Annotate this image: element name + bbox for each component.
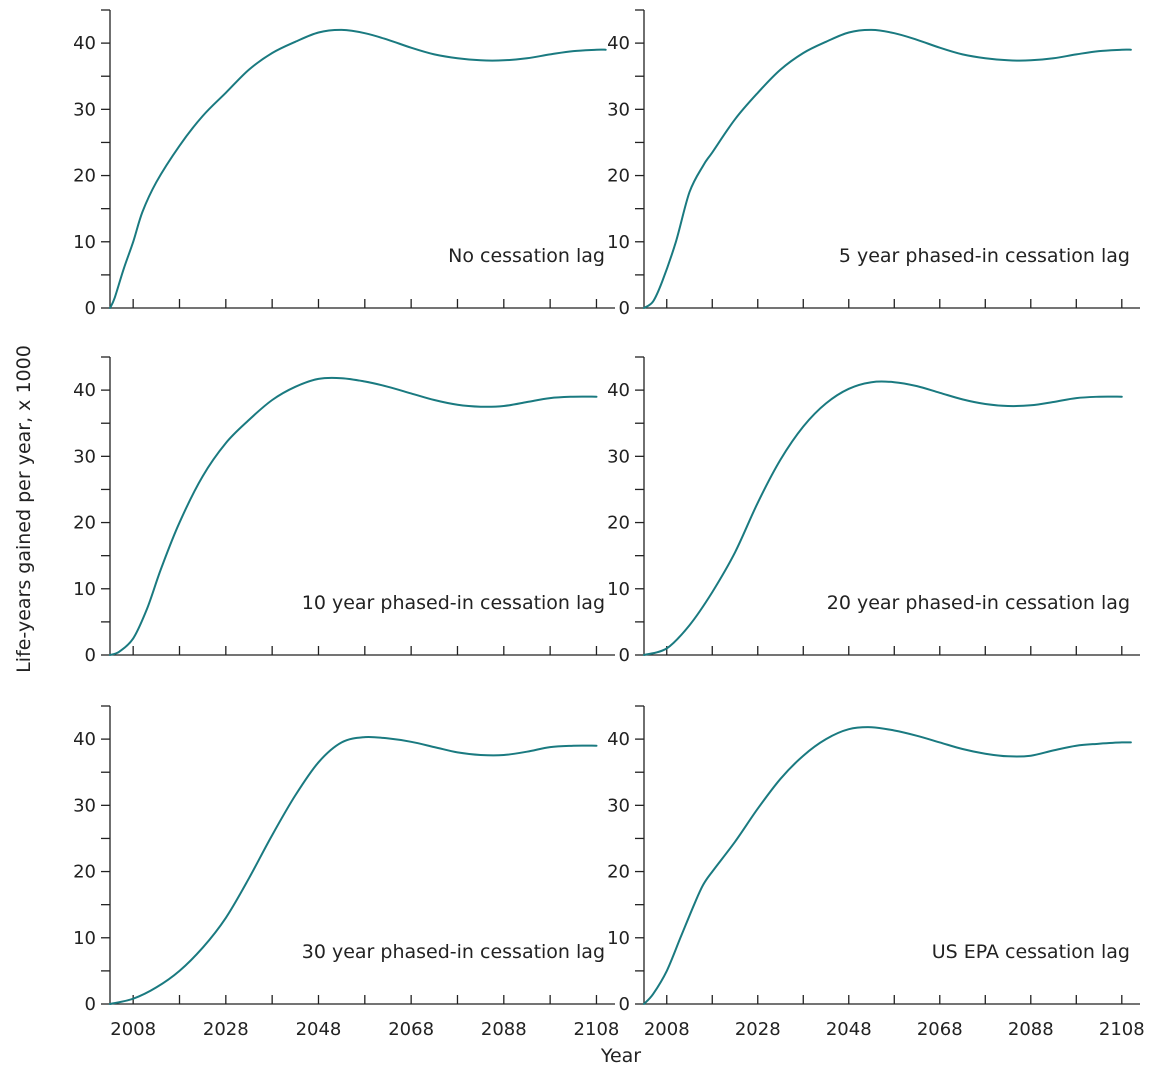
y-tick-label: 20	[607, 862, 630, 883]
y-tick-label: 10	[607, 579, 630, 600]
y-tick-label: 40	[73, 33, 96, 54]
panel-3: 0 10 20 30 40 10 year phased-in cessation lag	[73, 356, 615, 666]
y-tick-label: 20	[607, 166, 630, 187]
x-tick-label: 2108	[574, 1019, 620, 1040]
y-tick-label: 20	[607, 513, 630, 534]
y-tick-label: 0	[85, 994, 96, 1015]
y-tick-label: 10	[73, 579, 96, 600]
series-line	[109, 735, 598, 1005]
y-tick-label: 30	[73, 99, 96, 120]
y-tick-label: 40	[607, 33, 630, 54]
series-line	[643, 28, 1132, 309]
y-tick-label: 30	[607, 795, 630, 816]
panel-5: 0 10 20 30 40 2008 2028 2048 2068 2088 2108 30 year…	[73, 705, 620, 1040]
panel-label: 5 year phased-in cessation lag	[839, 245, 1130, 267]
y-tick-label: 40	[607, 729, 630, 750]
panel-label: 10 year phased-in cessation lag	[302, 592, 605, 614]
x-tick-label: 2048	[296, 1019, 342, 1040]
y-tick-label: 40	[607, 380, 630, 401]
y-tick-label: 20	[73, 166, 96, 187]
y-tick-label: 0	[619, 994, 630, 1015]
y-tick-label: 20	[73, 862, 96, 883]
y-tick-label: 10	[607, 232, 630, 253]
x-tick-label: 2108	[1099, 1019, 1145, 1040]
y-tick-label: 10	[73, 232, 96, 253]
x-tick-label: 2028	[735, 1019, 781, 1040]
x-tick-label: 2048	[826, 1019, 872, 1040]
x-tick-label: 2088	[1008, 1019, 1054, 1040]
y-axis-title: Life-years gained per year, x 1000	[13, 345, 35, 673]
y-tick-label: 0	[85, 298, 96, 319]
y-tick-label: 0	[619, 645, 630, 666]
y-tick-label: 0	[619, 298, 630, 319]
y-tick-label: 10	[73, 928, 96, 949]
x-tick-label: 2028	[203, 1019, 249, 1040]
panel-label: No cessation lag	[448, 245, 605, 267]
series-line	[109, 28, 607, 309]
y-tick-label: 30	[73, 446, 96, 467]
series-line	[643, 380, 1123, 656]
panels-layer: 0 10 20 30 40 No cessation lag 0 10 20 30 40 5 year…	[73, 9, 1145, 1040]
y-tick-label: 30	[73, 795, 96, 816]
panel-label: 20 year phased-in cessation lag	[827, 592, 1130, 614]
x-tick-label: 2068	[917, 1019, 963, 1040]
panel-6: 0 10 20 30 40 2008 2028 2048 2068 2088 2108 US EPA …	[607, 705, 1145, 1040]
y-tick-label: 20	[73, 513, 96, 534]
y-tick-label: 10	[607, 928, 630, 949]
panel-label: US EPA cessation lag	[932, 941, 1130, 963]
x-tick-label: 2088	[481, 1019, 527, 1040]
panel-label: 30 year phased-in cessation lag	[302, 941, 605, 963]
panel-4: 0 10 20 30 40 20 year phased-in cessation lag	[607, 356, 1140, 666]
series-line	[109, 376, 598, 656]
y-tick-label: 40	[73, 729, 96, 750]
x-axis-title: Year	[600, 1045, 641, 1067]
panel-1: 0 10 20 30 40 No cessation lag	[73, 9, 615, 319]
x-tick-label: 2008	[110, 1019, 156, 1040]
series-line	[643, 726, 1132, 1005]
y-tick-label: 30	[607, 99, 630, 120]
y-tick-label: 30	[607, 446, 630, 467]
x-tick-label: 2008	[644, 1019, 690, 1040]
panel-2: 0 10 20 30 40 5 year phased-in cessation lag	[607, 9, 1140, 319]
y-tick-label: 40	[73, 380, 96, 401]
y-tick-label: 0	[85, 645, 96, 666]
x-tick-label: 2068	[388, 1019, 434, 1040]
